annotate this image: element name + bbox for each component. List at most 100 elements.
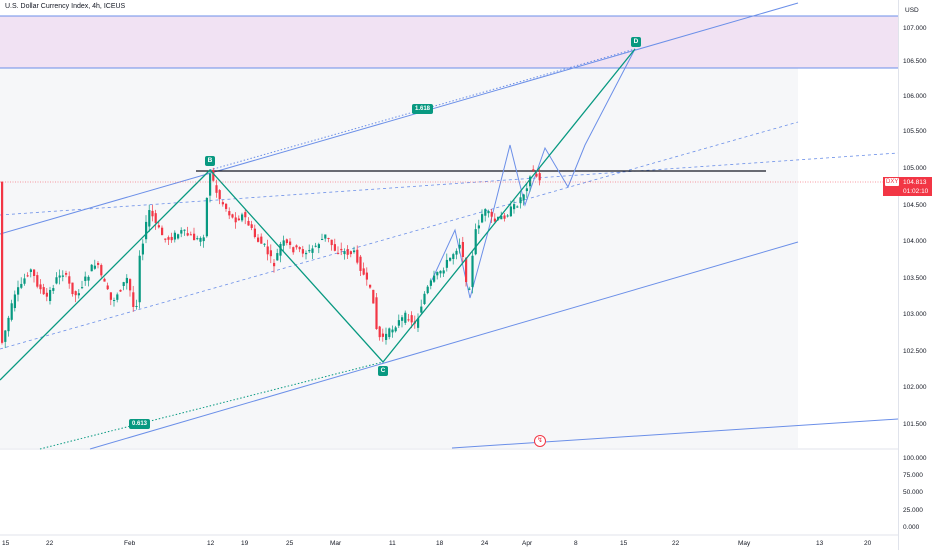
lightning-icon[interactable]: ↯ xyxy=(534,435,546,447)
channel-lower-line xyxy=(89,241,799,450)
price-tick-label: 104.000 xyxy=(903,238,927,245)
candle-body xyxy=(359,256,362,271)
candle-body xyxy=(369,284,372,288)
candle-body xyxy=(13,294,16,309)
candle-body xyxy=(337,252,340,254)
candle-body xyxy=(167,237,170,240)
candle-body xyxy=(186,233,189,236)
channel-mid-line-1 xyxy=(0,152,899,216)
candle-body xyxy=(161,227,164,236)
time-tick-label: 15 xyxy=(2,540,10,547)
time-tick-label: Apr xyxy=(522,540,533,547)
candle-body xyxy=(276,253,279,261)
price-tick-label: 102.500 xyxy=(903,348,927,355)
volume-axis[interactable]: 100.000 75.000 50.000 25.000 0.000 xyxy=(903,455,927,531)
candle-body xyxy=(135,305,138,307)
candle-body xyxy=(170,236,173,241)
candle-body xyxy=(4,330,7,342)
candle-body xyxy=(471,255,474,287)
candle-body xyxy=(513,204,516,210)
candle-body xyxy=(397,320,400,326)
candle-body xyxy=(193,233,196,241)
currency-label: USD xyxy=(905,7,919,14)
candle-body xyxy=(42,287,45,295)
candle-body xyxy=(292,247,295,253)
candle-body xyxy=(74,291,77,296)
bar-countdown: 01:02:10 xyxy=(903,188,929,195)
candle-body xyxy=(10,303,13,320)
candle-body xyxy=(362,268,365,275)
point-b-label[interactable]: B xyxy=(205,156,215,166)
candle-body xyxy=(449,257,452,261)
candle-body xyxy=(61,275,64,277)
candle-body xyxy=(157,225,160,228)
candle-body xyxy=(87,276,90,281)
candle-body xyxy=(289,241,292,245)
candle-body xyxy=(433,275,436,282)
candle-body xyxy=(7,317,10,332)
time-tick-label: May xyxy=(738,540,751,547)
candle-body xyxy=(183,229,186,231)
candle-body xyxy=(378,326,381,338)
candle-body xyxy=(285,239,288,244)
candle-body xyxy=(282,240,285,246)
candle-body xyxy=(33,269,36,277)
candle-body xyxy=(506,215,509,217)
price-tick-label: 104.500 xyxy=(903,202,927,209)
point-d-label[interactable]: D xyxy=(631,37,641,47)
candle-body xyxy=(36,275,39,287)
candle-body xyxy=(417,318,420,328)
ratio-label-0613[interactable]: 0.613 xyxy=(129,419,151,429)
candle-body xyxy=(519,197,522,204)
candle-body xyxy=(436,272,439,276)
candle-body xyxy=(538,173,541,181)
candle-body xyxy=(93,265,96,269)
candle-body xyxy=(250,224,253,228)
candle-body xyxy=(317,244,320,249)
price-tick-label: 106.500 xyxy=(903,58,927,65)
price-axis[interactable]: 107.000 106.500 106.000 105.500 105.000 104.5… xyxy=(903,25,927,428)
candle-body xyxy=(349,251,352,255)
candle-body xyxy=(407,319,410,321)
candle-body xyxy=(365,272,368,280)
candle-body xyxy=(257,237,260,242)
candle-body xyxy=(301,249,304,254)
candle-body xyxy=(509,206,512,217)
candle-body xyxy=(279,243,282,256)
point-c-label[interactable]: C xyxy=(378,366,388,376)
candle-body xyxy=(77,293,80,296)
candle-body xyxy=(500,215,503,220)
candle-body xyxy=(298,247,301,250)
candle-body xyxy=(522,194,525,201)
candle-body xyxy=(106,285,109,290)
time-tick-label: 24 xyxy=(481,540,489,547)
ratio-label-1618[interactable]: 1.618 xyxy=(412,104,434,114)
fib-line-xc xyxy=(39,361,384,450)
time-tick-label: 19 xyxy=(241,540,249,547)
candle-body xyxy=(535,173,538,177)
candle-body xyxy=(215,185,218,193)
candle-body xyxy=(52,288,55,291)
candle-body xyxy=(458,244,461,249)
time-tick-label: 12 xyxy=(207,540,215,547)
candle-body xyxy=(221,202,224,205)
candle-body xyxy=(410,315,413,323)
candle-body xyxy=(141,243,144,255)
candle-body xyxy=(353,250,356,253)
price-tick-label: 106.000 xyxy=(903,93,927,100)
candle-body xyxy=(65,273,68,275)
candle-body xyxy=(29,269,32,272)
candle-body xyxy=(20,283,23,288)
time-axis[interactable]: 15 22 Feb 12 19 25 Mar 11 18 24 Apr 8 15 22 May 13 20 xyxy=(2,540,872,547)
candle-body xyxy=(100,265,103,276)
candle-body xyxy=(481,214,484,223)
candle-body xyxy=(164,238,167,240)
current-price-tag: DXY 104.813 01:02:10 xyxy=(883,177,932,196)
price-tick-label: 103.000 xyxy=(903,311,927,318)
candle-body xyxy=(529,176,532,187)
candle-body xyxy=(394,327,397,332)
candle-body xyxy=(388,328,391,338)
candle-body xyxy=(97,262,100,265)
